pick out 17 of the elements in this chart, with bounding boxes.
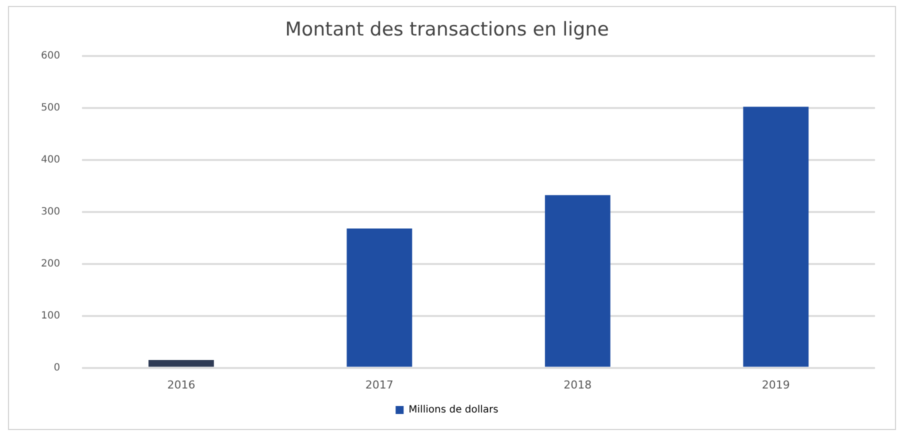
bar: [346, 228, 412, 367]
x-tick-label: 2018: [564, 378, 592, 392]
y-tick-label: 0: [54, 362, 60, 374]
chart-title: Montant des transactions en ligne: [285, 18, 609, 40]
x-tick-label: 2017: [365, 378, 394, 392]
y-tick-label: 400: [40, 154, 60, 166]
legend-label: Millions de dollars: [408, 404, 498, 416]
bar: [148, 360, 214, 367]
y-tick-label: 600: [40, 50, 60, 62]
y-tick-label: 100: [40, 310, 60, 322]
x-tick-label: 2019: [762, 378, 790, 392]
y-tick-label: 500: [40, 102, 60, 114]
x-tick-label: 2016: [167, 378, 196, 392]
bar: [544, 195, 610, 367]
bar: [743, 106, 809, 367]
y-tick-label: 300: [40, 206, 60, 218]
y-tick-label: 200: [40, 258, 60, 270]
